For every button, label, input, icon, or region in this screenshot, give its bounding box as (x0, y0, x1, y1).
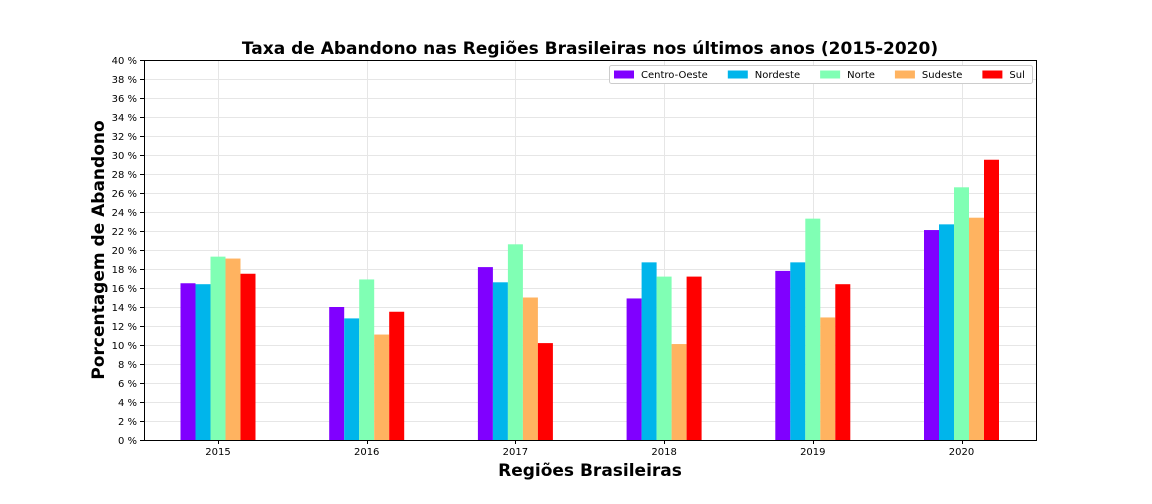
x-tick-label: 2015 (205, 447, 230, 458)
bar-sul-2018 (686, 276, 702, 440)
plot-frame (144, 60, 1037, 441)
x-tick-label: 2017 (503, 447, 528, 458)
bar-nordeste-2020 (939, 224, 954, 440)
y-tick-label: 20 % (112, 246, 137, 257)
legend-entry: Sudeste (922, 70, 962, 81)
bar-centro-oeste-2020 (924, 230, 939, 440)
bar-norte-2018 (656, 276, 672, 440)
bar-centro-oeste-2019 (775, 270, 791, 440)
bar-sudeste-2015 (225, 258, 241, 440)
y-tick-label: 36 % (112, 94, 137, 105)
bar-sudeste-2019 (820, 317, 836, 440)
x-tick-label: 2018 (651, 447, 676, 458)
y-tick-label: 12 % (112, 322, 137, 333)
legend-entry: Centro-Oeste (641, 70, 708, 81)
y-tick-label: 22 % (112, 227, 137, 238)
legend: Centro-Oeste Nordeste Norte Sudeste Sul (609, 65, 1033, 84)
bar-sul-2020 (984, 159, 999, 440)
chart-title: Taxa de Abandono nas Regiões Brasileiras… (242, 39, 938, 59)
bar-norte-2017 (507, 244, 523, 440)
bar-nordeste-2017 (492, 282, 508, 440)
bar-sul-2017 (537, 343, 553, 440)
bar-sul-2016 (389, 311, 405, 440)
bar-centro-oeste-2016 (329, 307, 345, 440)
bar-nordeste-2018 (641, 262, 657, 440)
y-tick-label: 10 % (112, 341, 137, 352)
x-tick-label: 2020 (949, 447, 974, 458)
y-tick-label: 2 % (118, 417, 137, 428)
bar-centro-oeste-2018 (626, 298, 642, 440)
y-tick-label: 16 % (112, 284, 137, 295)
y-tick-label: 8 % (118, 360, 137, 371)
legend-entry: Sul (1009, 70, 1024, 81)
grid (144, 60, 1036, 441)
legend-entry: Norte (847, 70, 875, 81)
legend-entry: Nordeste (755, 70, 800, 81)
legend-swatch (727, 70, 748, 79)
y-tick-label: 0 % (118, 436, 137, 447)
bar-norte-2015 (210, 256, 226, 440)
y-tick-label: 38 % (112, 75, 137, 86)
y-tick-label: 26 % (112, 189, 137, 200)
bar-sudeste-2020 (969, 217, 984, 440)
legend-swatch (614, 70, 634, 79)
y-tick-label: 40 % (112, 56, 137, 67)
bar-norte-2019 (805, 218, 821, 440)
y-tick-label: 34 % (112, 113, 137, 124)
x-tick-label: 2016 (354, 447, 379, 458)
bar-sul-2019 (835, 284, 851, 440)
legend-swatch (982, 70, 1003, 79)
y-tick-label: 4 % (118, 398, 137, 409)
y-axis: 0 % 2 % 4 % 6 % 8 % 10 % 12 % 14 % 16 % 18 % 20 % 2… (112, 56, 144, 447)
bar-norte-2020 (954, 187, 969, 440)
bar-sudeste-2018 (671, 344, 687, 440)
bars (180, 159, 999, 440)
x-axis: 2015 2016 2017 2018 2019 2020 (205, 440, 974, 458)
y-tick-label: 6 % (118, 379, 137, 390)
y-tick-label: 14 % (112, 303, 137, 314)
bar-sudeste-2016 (374, 334, 390, 440)
bar-centro-oeste-2015 (180, 283, 196, 440)
bar-nordeste-2016 (344, 318, 360, 440)
y-tick-label: 32 % (112, 132, 137, 143)
x-tick-label: 2019 (800, 447, 825, 458)
y-tick-label: 18 % (112, 265, 137, 276)
y-tick-label: 24 % (112, 208, 137, 219)
bar-nordeste-2015 (195, 284, 211, 440)
y-tick-label: 28 % (112, 170, 137, 181)
bar-nordeste-2019 (790, 262, 806, 440)
legend-swatch (820, 70, 841, 79)
y-tick-label: 30 % (112, 151, 137, 162)
bar-norte-2016 (359, 279, 375, 440)
legend-swatch (894, 70, 915, 79)
y-axis-label: Porcentagem de Abandono (89, 120, 109, 379)
x-axis-label: Regiões Brasileiras (498, 461, 682, 481)
bar-sudeste-2017 (522, 297, 538, 440)
bar-centro-oeste-2017 (477, 267, 493, 440)
bar-sul-2015 (240, 273, 256, 440)
